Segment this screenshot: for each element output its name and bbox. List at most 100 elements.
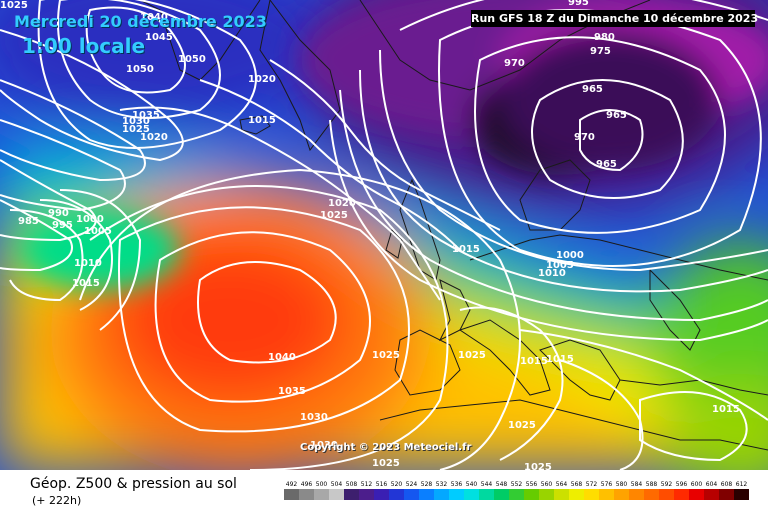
isobar-east-1015-ring bbox=[639, 391, 748, 462]
scale-swatch bbox=[614, 489, 629, 500]
isobar-greenland-1045 bbox=[57, 0, 221, 119]
map-title: Géop. Z500 & pression au sol bbox=[30, 476, 237, 492]
isobar-label: 1005 bbox=[546, 260, 574, 271]
isobar-985 bbox=[9, 209, 84, 302]
isobar-low-975 bbox=[474, 36, 726, 234]
isobar-label: 1040 bbox=[140, 12, 168, 23]
isobar-label: 1000 bbox=[76, 214, 104, 225]
scale-label: 512 bbox=[361, 481, 373, 488]
scale-swatch bbox=[689, 489, 704, 500]
scale-label: 560 bbox=[541, 481, 553, 488]
scale-label: 524 bbox=[406, 481, 418, 488]
isobar-low-1005 bbox=[329, 119, 768, 342]
scale-swatch bbox=[494, 489, 509, 500]
scale-label: 576 bbox=[601, 481, 613, 488]
isobar-1020-west bbox=[0, 159, 97, 242]
isobar-label: 1000 bbox=[556, 250, 584, 261]
scale-swatch bbox=[434, 489, 449, 500]
isobar-label: 1015 bbox=[546, 354, 574, 365]
isobar-label: 965 bbox=[606, 110, 627, 121]
isobar-azores-1040 bbox=[197, 261, 337, 364]
north-africa-coast bbox=[379, 399, 768, 451]
scale-swatch bbox=[524, 489, 539, 500]
scale-label: 532 bbox=[436, 481, 448, 488]
isobar-label: 975 bbox=[590, 46, 611, 57]
scale-label: 596 bbox=[676, 481, 688, 488]
run-info: Run GFS 18 Z du Dimanche 10 décembre 202… bbox=[471, 10, 759, 27]
isobar-label: 1015 bbox=[452, 244, 480, 255]
scale-swatch bbox=[479, 489, 494, 500]
isobar-low-970 bbox=[531, 79, 684, 199]
italy-coast bbox=[458, 319, 551, 396]
scale-label: 588 bbox=[646, 481, 658, 488]
isobar-label: 1020 bbox=[248, 74, 276, 85]
isobar-label: 1030 bbox=[300, 412, 328, 423]
copyright-notice: Copyright © 2023 Meteociel.fr bbox=[300, 442, 472, 453]
scale-label: 516 bbox=[376, 481, 388, 488]
isobar-label: 965 bbox=[582, 84, 603, 95]
iberia-coast bbox=[394, 329, 461, 396]
isobar-1025-west bbox=[0, 119, 126, 212]
scale-swatch bbox=[374, 489, 389, 500]
isobar-1020-north bbox=[199, 79, 461, 251]
isobar-low-965 bbox=[579, 109, 644, 172]
scale-swatch bbox=[584, 489, 599, 500]
isobar-label: 1010 bbox=[538, 268, 566, 279]
scale-swatch bbox=[449, 489, 464, 500]
isobar-1015 bbox=[119, 106, 441, 301]
greenland-north bbox=[139, 0, 261, 81]
scale-swatch bbox=[509, 489, 524, 500]
isobar-label: 1035 bbox=[278, 386, 306, 397]
isobar-label: 1015 bbox=[520, 356, 548, 367]
scale-label: 548 bbox=[496, 481, 508, 488]
scale-swatch bbox=[734, 489, 749, 500]
isobar-label: 1010 bbox=[74, 258, 102, 269]
scale-label: 496 bbox=[301, 481, 313, 488]
isobar-low-990 bbox=[379, 49, 768, 272]
isobar-1015-west bbox=[0, 199, 73, 272]
scale-label: 540 bbox=[466, 481, 478, 488]
scale-label: 528 bbox=[421, 481, 433, 488]
isobar-1025-north bbox=[269, 59, 501, 231]
isobar-990 bbox=[39, 199, 113, 311]
scale-swatch bbox=[404, 489, 419, 500]
scale-label: 536 bbox=[451, 481, 463, 488]
isobar-azores-1035 bbox=[154, 231, 371, 403]
scale-swatch bbox=[704, 489, 719, 500]
black-sea-coast bbox=[649, 268, 701, 351]
isobar-label: 970 bbox=[574, 132, 595, 143]
scale-label: 608 bbox=[721, 481, 733, 488]
isobar-azores-1020 bbox=[79, 168, 521, 470]
iceland-coast bbox=[239, 115, 271, 135]
isobar-label: 990 bbox=[48, 208, 69, 219]
isobar-med-1015 bbox=[459, 306, 564, 461]
forecast-offset: (+ 222h) bbox=[32, 494, 82, 507]
scandinavia-coast bbox=[519, 159, 591, 231]
isobar-1030 bbox=[0, 79, 146, 182]
scale-swatch bbox=[359, 489, 374, 500]
scale-label: 520 bbox=[391, 481, 403, 488]
isobar-label: 1045 bbox=[145, 32, 173, 43]
forecast-date: Mercredi 20 décembre 2023 bbox=[14, 12, 267, 31]
isobar-label: 1025 bbox=[122, 124, 150, 135]
isobar-label: 1020 bbox=[328, 198, 356, 209]
isobar-label: 995 bbox=[52, 220, 73, 231]
isobar-label: 1030 bbox=[310, 440, 338, 451]
isobar-low-1000 bbox=[339, 89, 768, 322]
scale-label: 492 bbox=[286, 481, 298, 488]
isobar-low-985 bbox=[399, 0, 768, 31]
scale-swatch bbox=[284, 489, 299, 500]
isobar-low-995 bbox=[359, 69, 768, 293]
scale-label: 600 bbox=[691, 481, 703, 488]
isobar-label: 1030 bbox=[122, 116, 150, 127]
ireland-coast bbox=[385, 229, 403, 259]
isobar-label: 1025 bbox=[320, 210, 348, 221]
scale-label: 500 bbox=[316, 481, 328, 488]
scale-swatch bbox=[719, 489, 734, 500]
north-europe-coast bbox=[469, 234, 768, 281]
scale-label: 504 bbox=[331, 481, 343, 488]
scale-swatch bbox=[599, 489, 614, 500]
isobars bbox=[0, 0, 768, 470]
isobar-label: 995 bbox=[568, 0, 589, 8]
